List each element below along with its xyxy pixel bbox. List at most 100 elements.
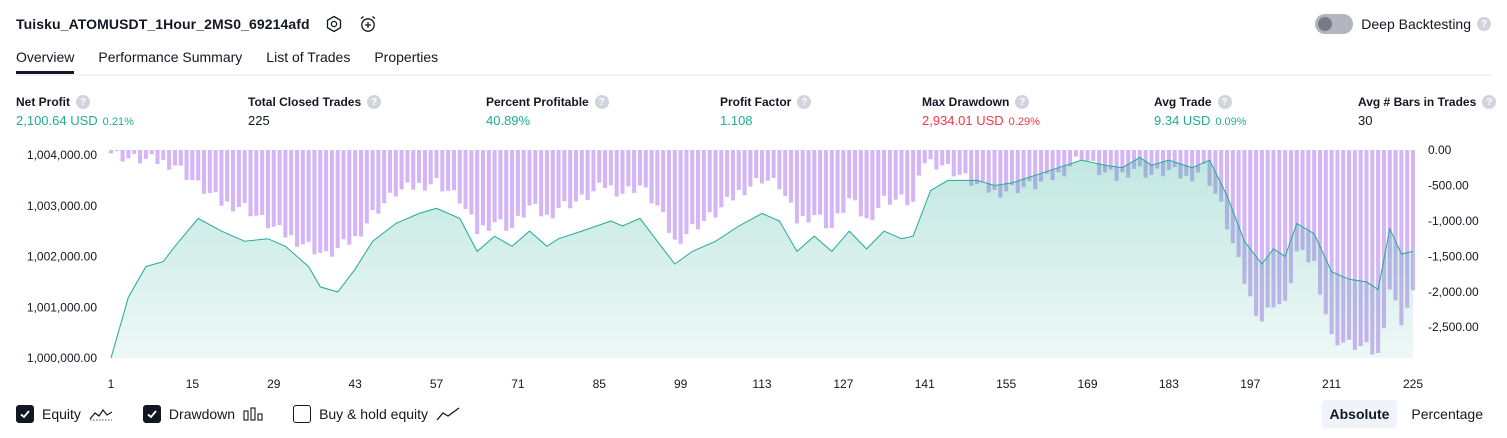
drawdown-bar — [829, 150, 834, 228]
drawdown-bar — [992, 150, 997, 190]
info-icon[interactable]: ? — [76, 95, 90, 109]
drawdown-bar — [271, 150, 276, 227]
drawdown-bar — [1172, 150, 1177, 168]
drawdown-bar — [812, 150, 817, 216]
drawdown-bar — [533, 150, 538, 204]
drawdown-bar — [1068, 150, 1073, 167]
right-axis: 0.00 -500.00 -1,000.00 -1,500.00 -2,000.00 -2… — [1428, 143, 1479, 334]
drawdown-bar — [1155, 150, 1160, 169]
drawdown-bar — [387, 150, 393, 193]
drawdown-bar — [446, 150, 451, 191]
drawdown-bar — [701, 150, 706, 221]
drawdown-bar — [207, 150, 212, 194]
metric-value: 9.34 USD — [1154, 113, 1211, 128]
drawdown-bar — [1323, 150, 1328, 315]
drawdown-bar — [242, 150, 247, 203]
drawdown-bar — [1004, 150, 1009, 192]
help-icon[interactable]: ? — [1477, 17, 1491, 31]
absolute-button[interactable]: Absolute — [1321, 400, 1398, 428]
drawdown-bar — [666, 150, 672, 233]
x-tick-label: 15 — [186, 377, 200, 391]
y-right-tick-label: -1,500.00 — [1428, 249, 1479, 263]
deep-backtesting-toggle[interactable] — [1315, 14, 1354, 34]
legend-drawdown[interactable]: Drawdown — [142, 405, 263, 423]
metric-percent-profitable: Percent Profitable? 40.89% — [486, 94, 609, 129]
drawdown-bar — [550, 150, 555, 219]
drawdown-bar — [864, 150, 869, 219]
drawdown-bar — [847, 150, 852, 199]
drawdown-bar — [399, 150, 404, 190]
drawdown-bar — [870, 150, 875, 221]
equity-checkbox[interactable] — [16, 405, 34, 423]
drawdown-bar — [893, 150, 898, 200]
drawdown-bar — [957, 150, 962, 175]
info-icon[interactable]: ? — [1217, 95, 1232, 109]
y-tick-label: 1,002,000.00 — [27, 250, 97, 264]
tab-list-of-trades[interactable]: List of Trades — [266, 49, 351, 65]
drawdown-bar — [911, 150, 916, 202]
drawdown-bar — [916, 150, 921, 176]
tab-performance-summary[interactable]: Performance Summary — [98, 49, 243, 65]
percentage-button[interactable]: Percentage — [1411, 406, 1483, 422]
metric-label: Percent Profitable — [486, 95, 589, 109]
metric-label: Total Closed Trades — [248, 95, 362, 109]
drawdown-bar — [597, 150, 602, 183]
deep-backtesting: Deep Backtesting ? — [1315, 12, 1491, 36]
drawdown-bar — [562, 150, 567, 202]
drawdown-bar — [306, 150, 311, 242]
drawdown-bar — [841, 150, 846, 213]
drawdown-bar — [1038, 150, 1044, 182]
drawdown-bar — [167, 150, 172, 170]
drawdown-checkbox[interactable] — [142, 405, 161, 423]
bars-icon — [243, 407, 263, 421]
info-icon[interactable]: ? — [594, 95, 609, 109]
gear-icon[interactable] — [324, 14, 344, 34]
drawdown-bar — [678, 150, 683, 244]
drawdown-bar — [1091, 150, 1096, 161]
alarm-clock-plus-icon[interactable] — [358, 14, 378, 34]
y-right-tick-label: 0.00 — [1428, 143, 1452, 157]
drawdown-bar — [1364, 150, 1369, 343]
drawdown-bar — [649, 150, 654, 204]
drawdown-bar — [364, 150, 369, 224]
info-icon[interactable]: ? — [1482, 95, 1497, 109]
info-icon[interactable]: ? — [797, 95, 812, 109]
drawdown-bar — [661, 150, 666, 213]
drawdown-bar — [1131, 150, 1137, 169]
info-icon[interactable]: ? — [367, 95, 382, 109]
x-tick-label: 183 — [1159, 377, 1179, 391]
legend-buy-hold[interactable]: Buy & hold equity — [293, 405, 460, 423]
equity-drawdown-chart[interactable]: 1,004,000.00 1,003,000.00 1,002,000.00 1,00… — [0, 140, 1507, 396]
drawdown-bar — [585, 150, 590, 200]
drawdown-bar — [201, 150, 207, 194]
legend-equity[interactable]: Equity — [16, 405, 113, 423]
drawdown-bar — [236, 150, 241, 208]
y-tick-label: 1,003,000.00 — [27, 199, 97, 213]
drawdown-bar — [632, 150, 637, 193]
drawdown-bar — [475, 150, 480, 235]
x-tick-label: 155 — [996, 377, 1016, 391]
drawdown-bar — [1306, 150, 1311, 263]
drawdown-bar — [277, 150, 282, 226]
drawdown-bar — [1277, 150, 1282, 305]
drawdown-bar — [1219, 150, 1224, 202]
drawdown-bar — [504, 150, 509, 231]
buy-hold-checkbox[interactable] — [293, 405, 312, 423]
info-icon[interactable]: ? — [1015, 95, 1030, 109]
drawdown-bar — [643, 150, 648, 188]
drawdown-bar — [1341, 150, 1346, 343]
legend-label: Equity — [42, 406, 81, 422]
drawdown-bar — [1259, 150, 1264, 322]
drawdown-bar — [748, 150, 753, 187]
drawdown-bar — [568, 150, 573, 209]
drawdown-bar — [1050, 150, 1055, 181]
drawdown-bar — [1358, 150, 1363, 347]
drawdown-bar — [614, 150, 619, 197]
drawdown-bar — [1352, 150, 1357, 350]
drawdown-bar — [451, 150, 456, 191]
drawdown-bar — [393, 150, 398, 197]
tab-properties[interactable]: Properties — [374, 49, 439, 65]
drawdown-bar — [725, 150, 730, 197]
tab-overview[interactable]: Overview — [16, 46, 75, 74]
drawdown-bar — [1271, 150, 1276, 308]
